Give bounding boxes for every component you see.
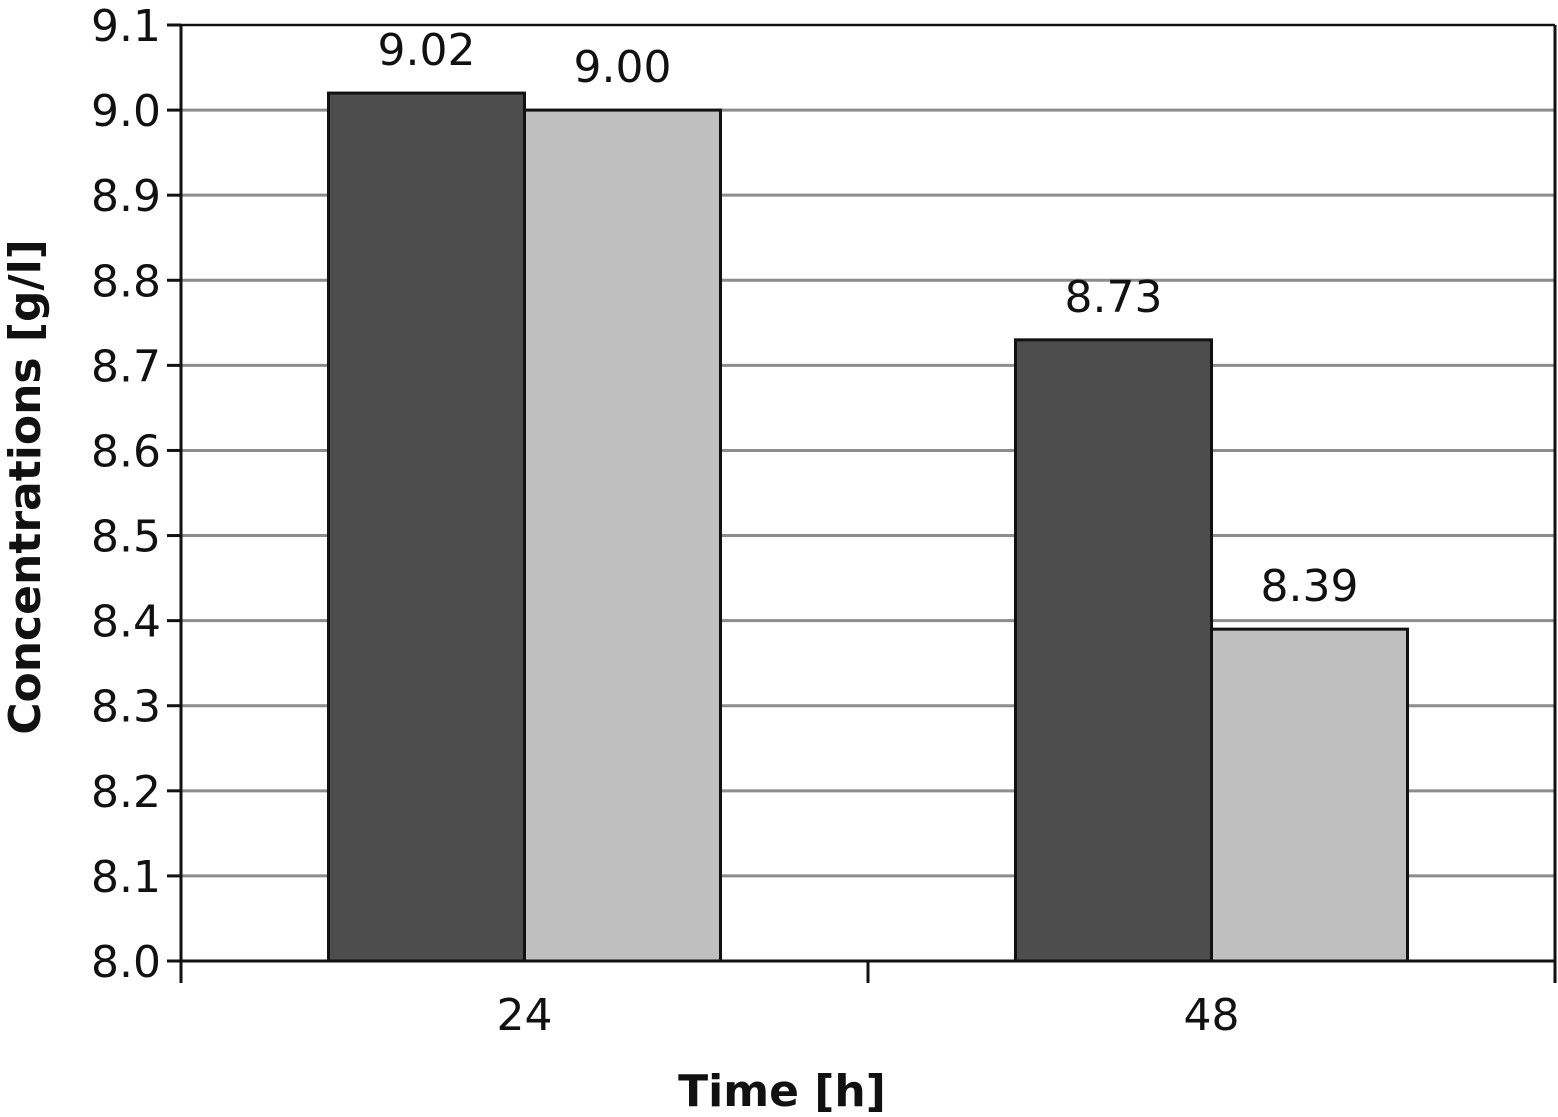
y-tick-label: 8.9 <box>91 171 161 222</box>
y-tick-label: 8.8 <box>91 256 161 307</box>
y-tick-label: 8.0 <box>91 937 161 988</box>
bar <box>1210 627 1409 963</box>
x-tick-labels: 24 48 <box>497 990 1240 1041</box>
data-labels: 9.02 9.00 8.73 8.39 <box>378 25 1359 612</box>
x-tick-label: 48 <box>1184 990 1240 1041</box>
y-tick-label: 8.5 <box>91 512 161 563</box>
x-axis-title: Time [h] <box>678 1066 886 1117</box>
y-tick-label: 8.3 <box>91 682 161 733</box>
data-label: 8.73 <box>1065 272 1163 323</box>
x-tick-label: 24 <box>497 990 553 1041</box>
data-label: 9.02 <box>378 25 476 76</box>
y-tick-label: 9.0 <box>91 86 161 137</box>
y-tick-label: 8.2 <box>91 767 161 818</box>
y-tick-label: 8.7 <box>91 341 161 392</box>
bars <box>327 91 1409 963</box>
y-tick-label: 8.6 <box>91 426 161 477</box>
bar <box>327 91 526 963</box>
bar <box>1014 338 1213 963</box>
axes <box>167 23 1557 983</box>
y-tick-labels: 8.0 8.1 8.2 8.3 8.4 8.5 8.6 8.7 8.8 8.9 9.0 9.1 <box>91 1 161 988</box>
y-axis-title: Concentrations [g/l] <box>0 239 51 735</box>
y-tick-label: 8.4 <box>91 597 161 648</box>
y-tick-label: 8.1 <box>91 852 161 903</box>
y-tick-label: 9.1 <box>91 1 161 52</box>
bar <box>523 108 722 963</box>
data-label: 9.00 <box>574 42 672 93</box>
data-label: 8.39 <box>1261 561 1359 612</box>
